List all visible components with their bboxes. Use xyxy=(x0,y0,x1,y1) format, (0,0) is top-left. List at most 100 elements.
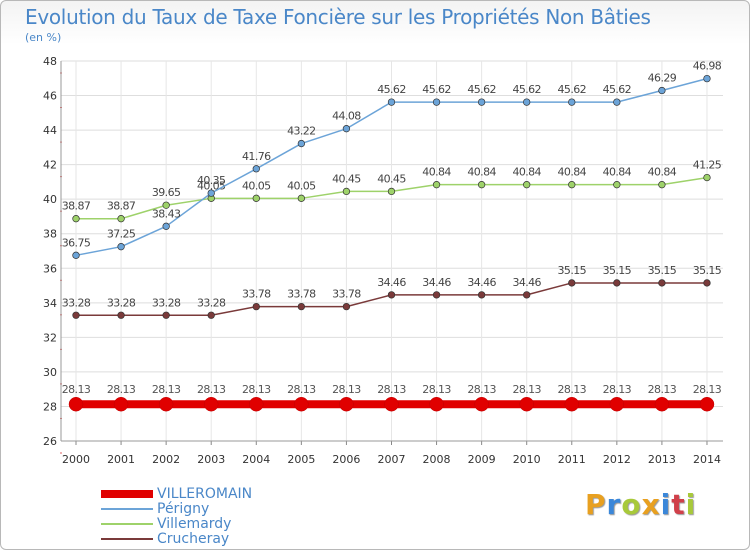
data-label: 43.22 xyxy=(287,125,316,138)
data-label: 28.13 xyxy=(197,383,226,396)
data-point xyxy=(252,165,260,173)
data-label: 28.13 xyxy=(242,383,271,396)
data-point xyxy=(339,396,354,412)
legend-label: Périgny xyxy=(157,501,210,517)
data-label: 38.87 xyxy=(62,200,91,213)
data-point xyxy=(477,98,486,106)
data-label: 39.65 xyxy=(152,186,181,199)
y-tick-label: 48 xyxy=(43,55,57,68)
data-point xyxy=(658,86,666,95)
legend-label: VILLEROMAIN xyxy=(157,486,253,502)
x-tick-label: 2003 xyxy=(197,453,225,466)
data-label: 45.62 xyxy=(603,83,632,96)
x-tick-label: 2005 xyxy=(287,453,315,466)
data-label: 46.29 xyxy=(648,72,677,85)
x-tick-label: 2002 xyxy=(152,453,180,466)
data-point xyxy=(519,396,534,412)
data-point xyxy=(432,98,441,106)
data-point xyxy=(162,222,170,230)
y-tick-label: 38 xyxy=(43,228,57,241)
data-point xyxy=(252,302,260,311)
data-label: 28.13 xyxy=(603,383,632,396)
data-point xyxy=(432,181,441,189)
data-label: 40.05 xyxy=(242,179,271,192)
data-point xyxy=(387,291,396,299)
data-label: 40.84 xyxy=(603,166,632,179)
data-point xyxy=(613,98,621,106)
data-label: 35.15 xyxy=(558,264,587,277)
legend-swatch xyxy=(101,523,153,525)
data-point xyxy=(72,215,80,223)
data-label: 33.28 xyxy=(197,296,226,309)
data-point xyxy=(158,396,174,412)
data-point xyxy=(613,181,621,189)
data-label: 40.35 xyxy=(197,174,226,187)
data-label: 40.45 xyxy=(332,172,361,185)
y-tick-label: 32 xyxy=(43,331,57,344)
data-point xyxy=(477,291,486,299)
legend-label: Villemardy xyxy=(157,516,232,532)
data-point xyxy=(703,173,711,182)
data-point xyxy=(523,181,531,189)
data-point xyxy=(294,396,309,412)
data-label: 35.15 xyxy=(693,264,722,277)
data-point xyxy=(342,302,351,311)
legend-swatch xyxy=(101,508,153,510)
data-point xyxy=(387,187,396,196)
data-label: 40.84 xyxy=(648,166,677,179)
data-label: 40.84 xyxy=(422,166,451,179)
data-point xyxy=(568,98,576,106)
data-label: 28.13 xyxy=(62,383,91,396)
data-point xyxy=(207,311,215,319)
data-point xyxy=(342,187,351,196)
data-label: 28.13 xyxy=(558,383,587,396)
y-tick-label: 30 xyxy=(43,366,57,379)
y-unit-label: (en %) xyxy=(25,31,62,44)
data-label: 41.76 xyxy=(242,150,271,163)
data-label: 45.62 xyxy=(558,83,587,96)
data-label: 40.45 xyxy=(377,172,406,185)
data-label: 45.62 xyxy=(377,83,406,96)
x-tick-label: 2013 xyxy=(648,453,676,466)
data-label: 34.46 xyxy=(422,276,451,289)
data-point xyxy=(703,74,711,83)
data-label: 35.15 xyxy=(648,264,677,277)
data-point xyxy=(249,396,264,412)
proxiti-logo: Proxiti xyxy=(585,488,697,521)
data-label: 33.78 xyxy=(287,288,316,301)
data-point xyxy=(699,396,715,412)
y-tick-label: 26 xyxy=(43,435,57,448)
y-tick-label: 46 xyxy=(43,90,57,103)
chart-title: Evolution du Taux de Taxe Foncière sur l… xyxy=(25,5,651,29)
data-label: 33.78 xyxy=(332,288,361,301)
data-label: 34.46 xyxy=(512,276,541,289)
data-label: 28.13 xyxy=(152,383,181,396)
data-point xyxy=(162,311,170,319)
data-label: 34.46 xyxy=(467,276,496,289)
y-tick-label: 36 xyxy=(43,262,57,275)
data-label: 28.13 xyxy=(512,383,541,396)
data-label: 40.84 xyxy=(467,166,496,179)
data-label: 46.98 xyxy=(693,60,722,73)
data-label: 28.13 xyxy=(693,383,722,396)
data-point xyxy=(297,139,306,148)
data-point xyxy=(113,396,129,412)
data-label: 37.25 xyxy=(107,228,136,241)
x-tick-label: 2009 xyxy=(468,453,496,466)
data-point xyxy=(252,194,260,202)
data-point xyxy=(387,98,396,106)
data-point xyxy=(429,396,444,412)
data-label: 36.75 xyxy=(62,236,91,249)
data-point xyxy=(523,291,531,299)
data-point xyxy=(117,311,125,319)
data-point xyxy=(384,396,399,412)
data-point xyxy=(342,125,351,133)
data-label: 28.13 xyxy=(332,383,361,396)
data-point xyxy=(523,98,531,106)
data-point xyxy=(658,279,666,287)
x-tick-label: 2011 xyxy=(558,453,586,466)
data-label: 45.62 xyxy=(467,83,496,96)
data-point xyxy=(432,291,441,299)
